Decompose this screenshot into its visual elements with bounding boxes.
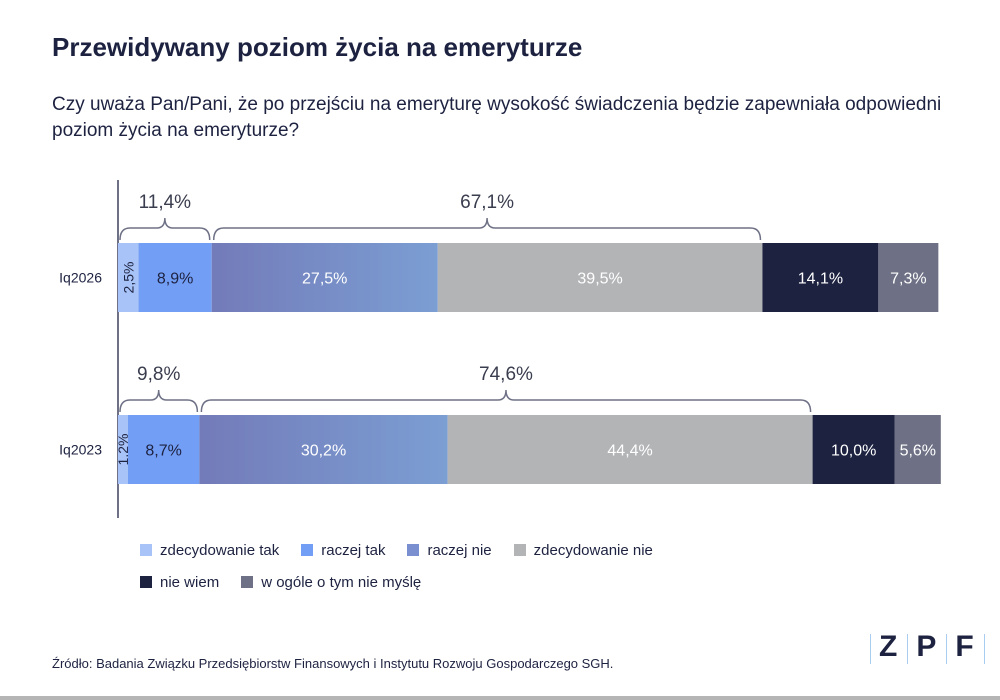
data-label: 44,4% [607, 443, 652, 460]
legend-item: w ogóle o tym nie myślę [241, 572, 421, 592]
legend-item: nie wiem [140, 572, 219, 592]
bar-segment [894, 415, 941, 484]
bracket-label: 9,8% [137, 364, 180, 385]
bracket [119, 389, 199, 413]
legend-item: zdecydowanie nie [513, 540, 653, 560]
legend-item: raczej tak [301, 540, 385, 560]
bar-segment [878, 243, 939, 312]
bar-segment [812, 415, 895, 484]
bracket-label: 67,1% [460, 192, 514, 213]
legend-label: raczej nie [427, 541, 492, 559]
data-label: 39,5% [577, 271, 622, 288]
data-label: 27,5% [302, 271, 347, 288]
bracket-label: 74,6% [479, 364, 533, 385]
bar-segment [118, 415, 128, 484]
data-label: 14,1% [798, 271, 843, 288]
legend-label: zdecydowanie nie [533, 541, 653, 559]
legend-item: zdecydowanie tak [140, 540, 279, 560]
chart-title: Przewidywany poziom życia na emeryturze [52, 32, 583, 62]
bracket [200, 389, 812, 413]
legend-swatch [407, 544, 420, 556]
data-label: 8,9% [157, 271, 193, 288]
bar-segment [437, 243, 763, 312]
legend-swatch [241, 576, 254, 588]
legend: zdecydowanie tak raczej tak raczej nie zdec… [140, 540, 740, 604]
bracket [212, 217, 762, 241]
legend-swatch [513, 544, 526, 556]
bar-segment [127, 415, 200, 484]
bar-segment [211, 243, 438, 312]
legend-label: raczej tak [321, 541, 386, 559]
legend-swatch [140, 576, 152, 588]
legend-label: zdecydowanie tak [160, 541, 280, 559]
data-label: 8,7% [145, 443, 181, 460]
category-label: Iq2023 [59, 442, 102, 458]
source-note: Źródło: Badania Związku Przedsiębiorstw … [52, 656, 614, 671]
legend-label: nie wiem [160, 573, 220, 591]
data-label: 7,3% [890, 271, 926, 288]
bar-segment [199, 415, 448, 484]
bracket [119, 217, 211, 241]
bar-segment [447, 415, 813, 484]
legend-swatch [140, 544, 152, 556]
data-label: 5,6% [900, 443, 936, 460]
data-label: 1,2% [115, 434, 131, 466]
bar-segment [118, 243, 139, 312]
chart-subtitle: Czy uważa Pan/Pani, że po przejściu na e… [52, 94, 942, 141]
bar-segment [762, 243, 879, 312]
bracket-label: 11,4% [139, 192, 192, 213]
data-label: 10,0% [831, 443, 876, 460]
bar-segment [138, 243, 212, 312]
bottom-rule [0, 696, 1000, 700]
legend-label: w ogóle o tym nie myślę [261, 573, 422, 591]
data-label: 2,5% [120, 262, 136, 294]
data-label: 30,2% [301, 443, 346, 460]
legend-item: raczej nie [407, 540, 492, 560]
legend-swatch [301, 544, 314, 556]
category-label: Iq2026 [59, 270, 102, 286]
